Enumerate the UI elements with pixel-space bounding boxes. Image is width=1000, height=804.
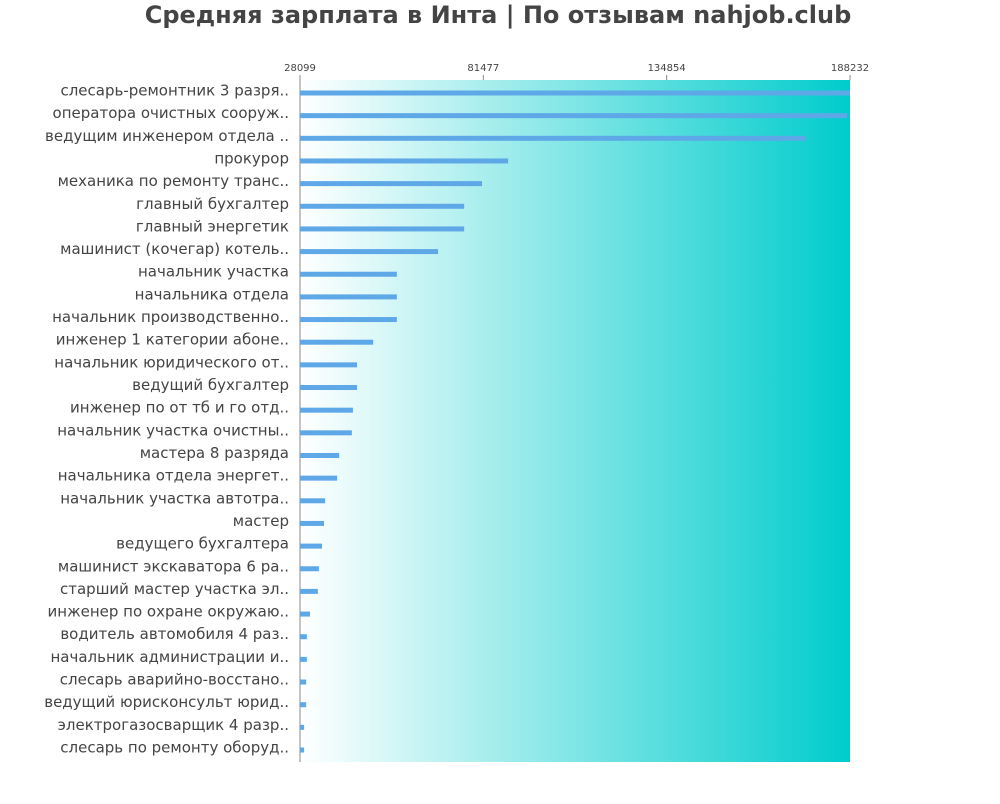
y-tick-label: главный энергетик	[136, 217, 289, 235]
bar	[300, 271, 397, 277]
bar	[300, 249, 439, 255]
bar	[300, 113, 847, 119]
bar	[300, 679, 307, 685]
y-tick-label: начальник производственно..	[52, 308, 289, 326]
y-tick-label: начальник администрации и..	[50, 648, 289, 666]
bar	[300, 747, 305, 753]
y-tick-label: инженер 1 категории абоне..	[56, 331, 289, 349]
y-tick-label: инженер по охране окружаю..	[48, 603, 289, 621]
bar	[300, 362, 358, 368]
bar	[300, 543, 322, 549]
bar	[300, 90, 850, 96]
y-tick-label: механика по ремонту транс..	[58, 172, 289, 190]
bar	[300, 385, 358, 391]
y-tick-label: инженер по от тб и го отд..	[70, 399, 289, 417]
y-tick-label: старший мастер участка эл..	[60, 580, 289, 598]
bar	[300, 611, 310, 617]
x-tick-label: 28099	[284, 63, 316, 74]
bar	[300, 498, 326, 504]
y-tick-label: прокурор	[214, 149, 289, 167]
y-tick-label: оператора очистных сооруж..	[53, 104, 289, 122]
bar	[300, 407, 353, 413]
bar	[300, 656, 307, 662]
y-tick-label: слесарь аварийно-восстано..	[60, 671, 289, 689]
y-tick-label: ведущего бухгалтера	[116, 535, 289, 553]
y-tick-label: начальник юридического от..	[54, 353, 289, 371]
y-tick-label: мастер	[233, 512, 289, 530]
bar	[300, 520, 325, 526]
bar	[300, 294, 397, 300]
y-tick-label: ведущий юрисконсульт юрид..	[44, 693, 289, 711]
bar	[300, 203, 465, 209]
bar	[300, 181, 483, 187]
bar	[300, 475, 338, 481]
bar	[300, 724, 305, 730]
bar	[300, 158, 509, 164]
y-tick-label: ведущий бухгалтер	[132, 376, 289, 394]
bar	[300, 452, 340, 458]
y-tick-label: водитель автомобиля 4 раз..	[60, 625, 289, 643]
bar	[300, 430, 352, 436]
x-tick-label: 188232	[831, 63, 869, 74]
y-tick-label: начальник участка автотра..	[60, 489, 289, 507]
bar	[300, 226, 465, 232]
bar	[300, 702, 307, 708]
y-tick-label: машинист экскаватора 6 ра..	[58, 557, 289, 575]
bar	[300, 634, 307, 640]
bar	[300, 588, 318, 594]
bar	[300, 339, 374, 345]
y-tick-label: начальника отдела энергет..	[58, 467, 289, 485]
bar	[300, 317, 397, 323]
bar	[300, 566, 319, 572]
y-tick-label: начальник участка	[138, 263, 289, 281]
y-tick-label: слесарь-ремонтник 3 разря..	[60, 82, 289, 100]
y-tick-label: машинист (кочегар) котель..	[60, 240, 289, 258]
plot-background	[300, 80, 850, 762]
y-tick-label: главный бухгалтер	[136, 195, 289, 213]
y-tick-label: ведущим инженером отдела ..	[45, 127, 289, 145]
y-tick-label: мастера 8 разряда	[140, 444, 289, 462]
bar	[300, 135, 805, 141]
y-tick-label: электрогазосварщик 4 разр..	[58, 716, 289, 734]
x-tick-label: 81477	[467, 63, 499, 74]
x-tick-label: 134854	[648, 63, 686, 74]
y-tick-label: слесарь по ремонту оборуд..	[60, 739, 289, 757]
y-tick-label: начальника отдела	[135, 285, 289, 303]
chart-title: Средняя зарплата в Инта | По отзывам nah…	[145, 1, 852, 29]
y-tick-label: начальник участка очистны..	[57, 421, 289, 439]
